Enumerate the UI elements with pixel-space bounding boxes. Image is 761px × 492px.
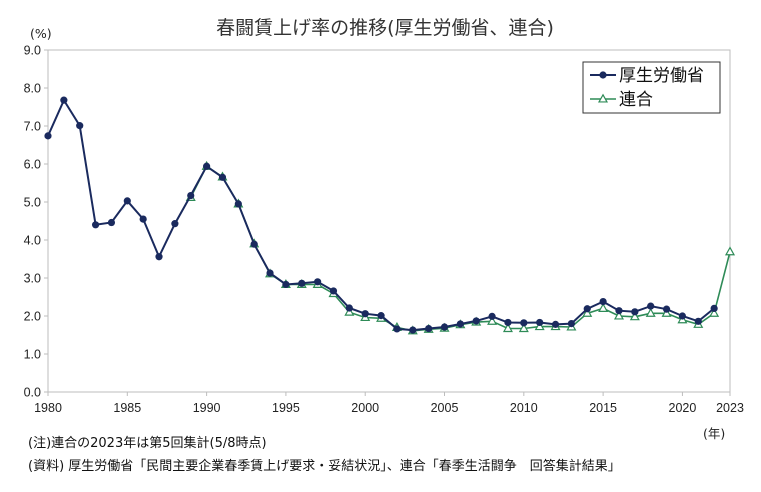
data-point (282, 280, 290, 289)
y-tick-label: 0.0 (24, 386, 41, 400)
x-tick-label: 1985 (113, 401, 141, 415)
data-point (345, 304, 353, 312)
source-note: (資料) 厚生労働省「民間主要企業春季賃上げ要求・妥結状況」、連合「春季生活闘争… (28, 459, 621, 474)
legend-label-mhlw: 厚生労働省 (619, 66, 704, 86)
chart-title: 春闘賃上げ率の推移(厚生労働省、連合) (216, 17, 554, 39)
data-point (60, 96, 68, 104)
y-tick-label: 7.0 (24, 120, 41, 134)
data-point (647, 302, 655, 310)
data-point (361, 310, 369, 318)
x-tick-label: 2000 (351, 401, 379, 415)
data-point (298, 279, 306, 287)
data-point (123, 197, 131, 205)
data-point (583, 305, 591, 313)
data-point (314, 278, 322, 286)
x-axis: 1980 1985 1990 1995 2000 2005 2010 2015 2020 2023 (34, 392, 744, 415)
x-tick-label: 2005 (431, 401, 459, 415)
data-point (582, 307, 593, 317)
data-point (551, 320, 560, 328)
x-tick-label: 1990 (193, 401, 221, 415)
data-point (44, 132, 52, 140)
legend-label-rengo: 連合 (619, 90, 653, 110)
y-tick-label: 3.0 (24, 272, 41, 286)
data-point (613, 310, 624, 320)
data-point (139, 215, 147, 223)
data-point (171, 220, 179, 228)
data-point (456, 320, 464, 328)
series-mhlw (44, 96, 718, 334)
data-point (91, 221, 100, 229)
data-point (425, 324, 433, 333)
y-tick-label: 8.0 (24, 82, 41, 96)
data-point (662, 305, 671, 313)
y-tick-label: 4.0 (24, 234, 41, 248)
data-point (710, 304, 718, 312)
data-point (329, 287, 338, 295)
data-point (488, 312, 496, 320)
data-point (472, 317, 480, 325)
data-point (250, 240, 258, 248)
y-tick-label: 9.0 (24, 44, 41, 58)
y-tick-label: 5.0 (24, 196, 41, 210)
data-point (615, 307, 623, 315)
data-point (631, 308, 639, 316)
data-point (377, 312, 385, 320)
data-point (520, 319, 528, 327)
x-tick-label: 2020 (669, 401, 697, 415)
data-point (678, 312, 687, 320)
data-point (203, 162, 211, 170)
x-tick-label: 1995 (272, 401, 300, 415)
y-axis: 0.0 1.0 2.0 3.0 4.0 5.0 6.0 7.0 8.0 9.0 (24, 44, 48, 400)
x-axis-unit: (年) (703, 426, 725, 441)
x-tick-label: 2010 (510, 401, 538, 415)
data-point (409, 326, 417, 334)
x-tick-label: 2023 (716, 401, 744, 415)
data-point (567, 320, 575, 328)
data-point (393, 325, 401, 333)
data-point (536, 318, 544, 327)
plot-border (47, 49, 731, 393)
data-point (266, 269, 274, 277)
data-point (645, 307, 656, 317)
y-tick-label: 1.0 (24, 348, 41, 362)
data-point (629, 311, 640, 321)
data-point (694, 317, 702, 325)
data-point (599, 297, 607, 306)
data-point (76, 122, 84, 130)
data-point (502, 323, 513, 333)
series-layer (44, 96, 736, 335)
data-point (724, 246, 736, 256)
data-point (155, 253, 163, 261)
data-point (518, 323, 529, 333)
data-point (440, 323, 449, 331)
y-axis-unit: (%) (30, 26, 52, 41)
data-point (107, 218, 116, 227)
footnote: (注)連合の2023年は第5回集計(5/8時点) (28, 436, 267, 451)
legend-box (582, 61, 721, 114)
series-line (47, 98, 715, 332)
data-point (234, 200, 242, 208)
data-point (218, 173, 227, 181)
data-point (504, 318, 512, 327)
legend: 厚生労働省 連合 (582, 61, 721, 114)
data-point (487, 315, 498, 325)
legend-marker-mhlw (599, 71, 607, 79)
data-point (598, 302, 609, 312)
y-tick-label: 2.0 (24, 310, 41, 324)
plot-area (47, 49, 731, 393)
legend-marker-rengo (597, 93, 609, 103)
data-point (187, 191, 195, 200)
data-point (709, 307, 720, 317)
x-tick-label: 1980 (34, 401, 62, 415)
y-tick-label: 6.0 (24, 158, 41, 172)
x-tick-label: 2015 (589, 401, 617, 415)
